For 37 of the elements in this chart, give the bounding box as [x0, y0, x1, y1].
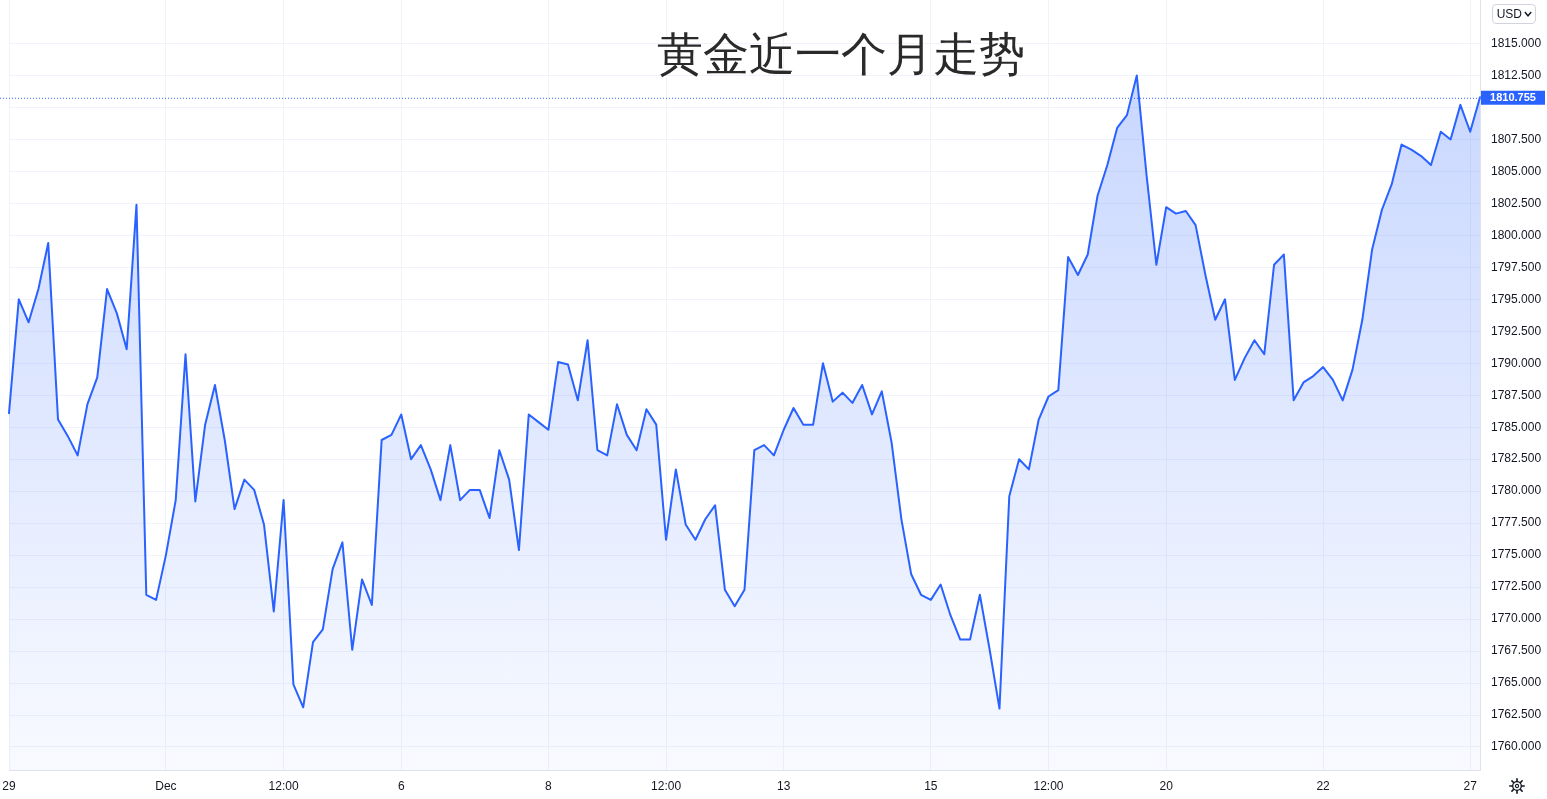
- y-tick-label: 1787.500: [1491, 387, 1542, 402]
- x-tick-label: 6: [397, 778, 405, 793]
- x-tick-label: 12:00: [268, 778, 299, 793]
- y-tick-label: 1790.000: [1491, 355, 1542, 370]
- y-tick-label: 1762.500: [1491, 707, 1542, 722]
- y-tick-label: 1782.500: [1491, 451, 1542, 466]
- y-tick-label: 1815.000: [1491, 35, 1542, 50]
- x-tick-label: 13: [777, 778, 791, 793]
- x-tick-label: Dec: [155, 778, 177, 793]
- x-tick-label: 22: [1316, 778, 1331, 793]
- y-tick-label: 1780.000: [1491, 483, 1542, 498]
- ref-line-label: 1810.755: [1490, 91, 1536, 104]
- y-tick-label: 1800.000: [1491, 227, 1542, 242]
- y-tick-label: 1785.000: [1491, 419, 1542, 434]
- y-tick-label: 1777.500: [1491, 515, 1542, 530]
- y-tick-label: 1812.500: [1491, 67, 1542, 82]
- x-tick-label: 27: [1463, 778, 1478, 793]
- y-tick-label: 1775.000: [1491, 547, 1542, 562]
- y-tick-label: 1765.000: [1491, 675, 1542, 690]
- y-tick-label: 1770.000: [1491, 611, 1542, 626]
- y-tick-label: 1760.000: [1491, 739, 1542, 754]
- y-tick-label: 1792.500: [1491, 323, 1542, 338]
- x-tick-label: 12:00: [1033, 778, 1064, 793]
- y-tick-label: 1807.500: [1491, 131, 1542, 146]
- text: 黄金近一个月走势: [656, 26, 1025, 81]
- y-tick-label: 1767.500: [1491, 643, 1542, 658]
- y-tick-label: 1797.500: [1491, 259, 1542, 274]
- x-tick-label: 12:00: [651, 778, 682, 793]
- y-tick-label: 1795.000: [1491, 291, 1542, 306]
- x-tick-label: 29: [2, 778, 16, 793]
- x-tick-label: 15: [924, 778, 938, 793]
- x-tick-label: 20: [1159, 778, 1174, 793]
- y-tick-label: 1805.000: [1491, 163, 1542, 178]
- currency-dropdown: USD: [1491, 4, 1536, 24]
- x-tick-label: 8: [545, 778, 553, 793]
- y-tick-label: 1772.500: [1491, 579, 1542, 594]
- y-tick-label: 1802.500: [1491, 195, 1542, 210]
